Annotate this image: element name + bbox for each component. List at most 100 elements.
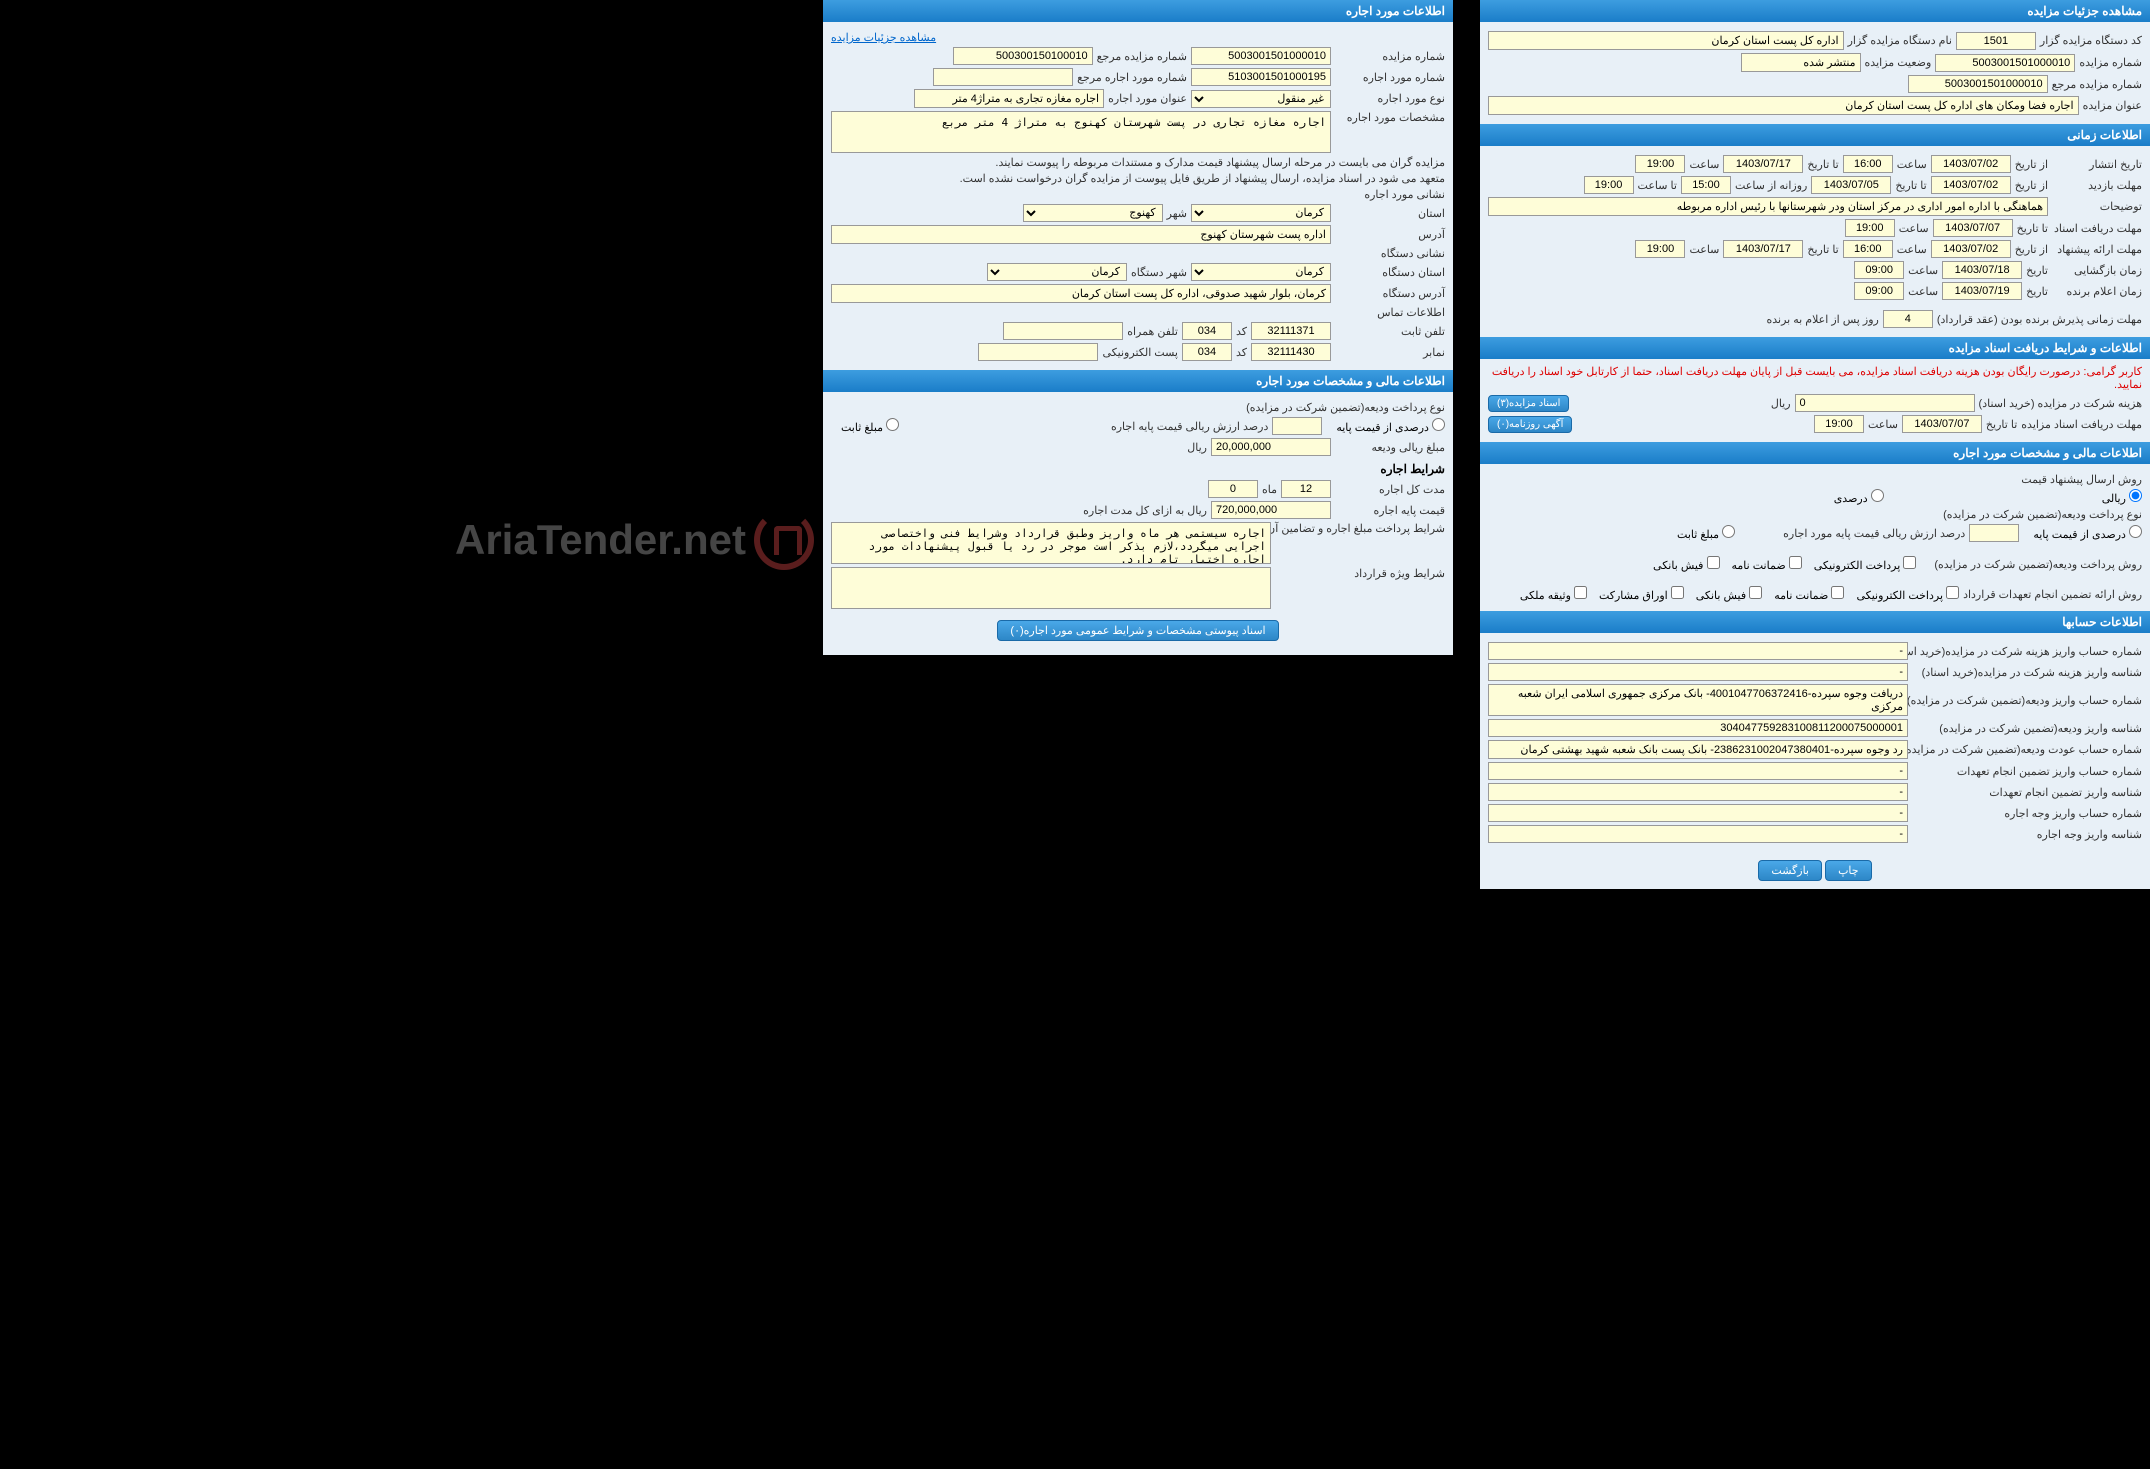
warning-text: کاربر گرامی: درصورت رایگان بودن هزینه در… (1488, 365, 2142, 391)
label-rent-title: عنوان مورد اجاره (1108, 92, 1187, 105)
field-acc8: - (1488, 804, 1908, 822)
label-acc2: شناسه واریز هزینه شرکت در مزایده(خرید اس… (1912, 666, 2142, 679)
label-time: ساعت (1897, 158, 1927, 171)
label-email: پست الکترونیکی (1102, 346, 1178, 359)
label-address: آدرس (1335, 228, 1445, 241)
section-body-time-info: تاریخ انتشار از تاریخ 1403/07/02 ساعت 16… (1480, 146, 2150, 337)
label-deposit-type: نوع پرداخت ودیعه(تضمین شرکت در مزایده) (1943, 508, 2142, 521)
chk-pay-elec[interactable]: پرداخت الکترونیکی (1814, 556, 1917, 572)
btn-newspaper[interactable]: آگهی روزنامه(۰) (1488, 416, 1572, 433)
field-pub-from-t: 16:00 (1843, 155, 1893, 173)
section-body-auction-details: کد دستگاه مزایده گزار 1501 نام دستگاه مز… (1480, 22, 2150, 124)
label-to: تا تاریخ (1807, 158, 1838, 171)
field-l-pct (1272, 417, 1322, 435)
chk-g-bonds[interactable]: اوراق مشارکت (1599, 586, 1684, 602)
section-header-financial: اطلاعات مالی و مشخصات مورد اجاره (1480, 442, 2150, 464)
select-rent-type[interactable]: غیر منقول (1191, 90, 1331, 108)
field-acc4: 304047759283100811200075000001 (1488, 719, 1908, 737)
btn-print[interactable]: چاپ (1825, 860, 1872, 881)
radio-l-fixed[interactable]: مبلغ ثابت (841, 418, 899, 434)
field-offer-from: 1403/07/02 (1931, 240, 2011, 258)
label-contract-suffix: روز پس از اعلام به برنده (1766, 313, 1878, 326)
field-description: هماهنگی با اداره امور اداری در مرکز استا… (1488, 197, 2048, 216)
chk-pay-guarantee[interactable]: ضمانت نامه (1732, 556, 1802, 572)
field-deadline-t: 19:00 (1814, 415, 1864, 433)
chk-g-property[interactable]: وثیقه ملکی (1520, 586, 1587, 602)
label-acc4: شناسه واریز ودیعه(تضمین شرکت در مزایده) (1912, 722, 2142, 735)
note2: متعهد می شود در اسناد مزایده، ارسال پیشن… (831, 172, 1445, 185)
chk-g-letter[interactable]: ضمانت نامه (1774, 586, 1844, 602)
field-auction-number: 5003001501000010 (1935, 54, 2075, 72)
field-visit-from: 1403/07/02 (1931, 176, 2011, 194)
field-acc9: - (1488, 825, 1908, 843)
radio-pct-base[interactable]: درصدی از قیمت پایه (2033, 525, 2142, 541)
note1: مزایده گران می بایست در مرحله ارسال پیشن… (831, 156, 1445, 169)
label-rent-num: شماره مورد اجاره (1335, 71, 1445, 84)
terms-header: شرایط اجاره (831, 462, 1445, 476)
radio-rial[interactable]: ریالی (2102, 489, 2142, 505)
field-contract-days: 4 (1883, 310, 1933, 328)
label-opening: زمان بازگشایی (2052, 264, 2142, 277)
label-phone: تلفن ثابت (1335, 325, 1445, 338)
link-view-details[interactable]: مشاهده جزئیات مزایده (831, 31, 936, 44)
label-dev-prov: استان دستگاه (1335, 266, 1445, 279)
field-auction-status: منتشر شده (1741, 53, 1861, 72)
field-org-code: 1501 (1956, 32, 2036, 50)
label-acc1: شماره حساب واریز هزینه شرکت در مزایده(خر… (1912, 645, 2142, 658)
btn-attachments[interactable]: اسناد پیوستی مشخصات و شرایط عمومی مورد ا… (997, 620, 1278, 641)
field-l-ref: 500300150100010 (953, 47, 1093, 65)
section-header-time-info: اطلاعات زمانی (1480, 124, 2150, 146)
section-body-rental-info: مشاهده جزئیات مزایده شماره مزایده 500300… (823, 22, 1453, 370)
section-body-doc-terms: کاربر گرامی: درصورت رایگان بودن هزینه در… (1480, 359, 2150, 442)
section-header-accounts: اطلاعات حسابها (1480, 611, 2150, 633)
field-rent-num: 5103001501000195 (1191, 68, 1331, 86)
radio-l-pct[interactable]: درصدی از قیمت پایه (1336, 418, 1445, 434)
chk-g-bank[interactable]: فیش بانکی (1696, 586, 1762, 602)
label-acc6: شماره حساب واریز تضمین انجام تعهدات (1912, 765, 2142, 778)
field-org-name: اداره کل پست استان کرمان (1488, 31, 1844, 50)
label-doc-deadline: مهلت دریافت اسناد (2052, 222, 2142, 235)
select-city[interactable]: کهنوج (1023, 204, 1163, 222)
btn-auction-docs[interactable]: اسناد مزایده(۳) (1488, 395, 1569, 412)
label-auction-number: شماره مزایده (2079, 56, 2142, 69)
label-mobile: تلفن همراه (1127, 325, 1178, 338)
label-offer-deadline: مهلت ارائه پیشنهاد (2052, 243, 2142, 256)
field-l-num: 5003001501000010 (1191, 47, 1331, 65)
field-acc5: رد وجوه سپرده-2386231002047380401- بانک … (1488, 740, 1908, 759)
chk-pay-bank[interactable]: فیش بانکی (1653, 556, 1719, 572)
field-pub-to-t: 19:00 (1635, 155, 1685, 173)
label-acc3: شماره حساب واریز ودیعه(تضمین شرکت در مزا… (1912, 694, 2142, 707)
textarea-spec[interactable]: اجاره مغازه تجاری در پست شهرستان کهنوج ب… (831, 111, 1331, 153)
field-pub-from: 1403/07/02 (1931, 155, 2011, 173)
label-org-code: کد دستگاه مزایده گزار (2040, 34, 2142, 47)
label-doc-deadline2: مهلت دریافت اسناد مزایده (2021, 418, 2142, 431)
label-acc7: شناسه واریز تضمین انجام تعهدات (1912, 786, 2142, 799)
field-mobile (1003, 322, 1123, 340)
label-l-num: شماره مزایده (1335, 50, 1445, 63)
section-body-financial: روش ارسال پیشنهاد قیمت ریالی درصدی نوع پ… (1480, 464, 2150, 611)
field-days: 0 (1208, 480, 1258, 498)
watermark: AriaTender.net (455, 510, 814, 570)
label-org-name: نام دستگاه مزایده گزار (1848, 34, 1952, 47)
label-city: شهر (1167, 207, 1187, 220)
label-pay-terms: شرایط پرداخت مبلغ اجاره و تضامین آن (1275, 522, 1445, 535)
field-offer-to-t: 19:00 (1635, 240, 1685, 258)
select-dev-province[interactable]: کرمان (1191, 263, 1331, 281)
textarea-contract-terms[interactable] (831, 567, 1271, 609)
btn-back[interactable]: بازگشت (1758, 860, 1822, 881)
field-doc-to-t: 19:00 (1845, 219, 1895, 237)
field-phone: 32111371 (1251, 322, 1331, 340)
textarea-pay-terms[interactable]: اجاره سیستمی هر ماه واریز وطبق قرارداد و… (831, 522, 1271, 564)
radio-fixed[interactable]: مبلغ ثابت (1677, 525, 1735, 541)
field-rent-ref (933, 68, 1073, 86)
select-dev-city[interactable]: کرمان (987, 263, 1127, 281)
field-acc2: - (1488, 663, 1908, 681)
select-province[interactable]: کرمان (1191, 204, 1331, 222)
label-acc5: شماره حساب عودت ودیعه(تضمین شرکت در مزای… (1912, 743, 2142, 756)
label-fee: هزینه شرکت در مزایده (خرید اسناد) (1979, 397, 2142, 410)
rental-info-panel: اطلاعات مورد اجاره مشاهده جزئیات مزایده … (823, 0, 1453, 655)
radio-percent[interactable]: درصدی (1834, 489, 1884, 505)
label-description: توضیحات (2052, 200, 2142, 213)
field-auction-ref: 5003001501000010 (1908, 75, 2048, 93)
chk-g-elec[interactable]: پرداخت الکترونیکی (1856, 586, 1959, 602)
